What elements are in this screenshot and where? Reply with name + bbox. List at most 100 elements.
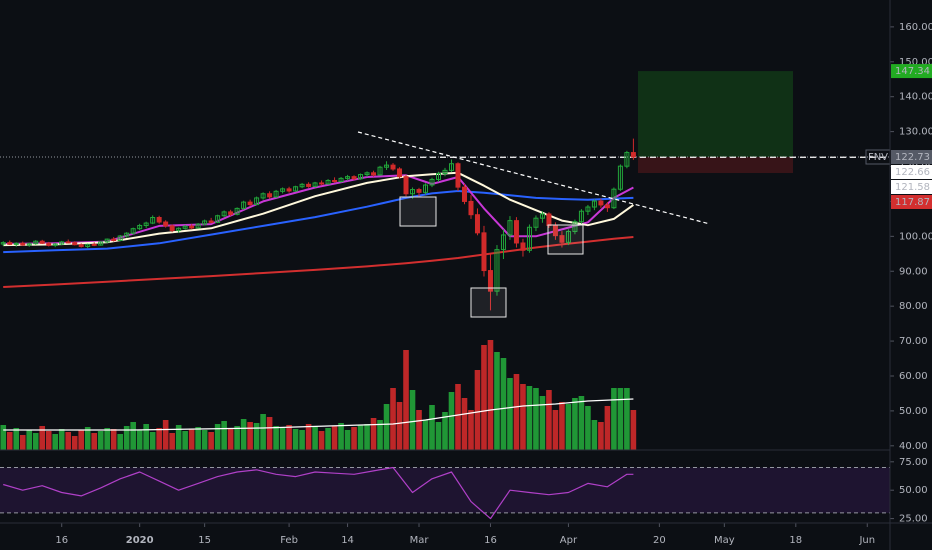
- candle-body: [241, 201, 247, 209]
- candle-body: [137, 225, 143, 230]
- volume-bar: [344, 430, 351, 450]
- volume-bar: [611, 388, 617, 450]
- candle-body: [397, 168, 403, 178]
- candle-body: [273, 190, 279, 198]
- volume-bar: [578, 396, 585, 450]
- volume-bar: [383, 404, 390, 450]
- volume-bar: [409, 390, 416, 450]
- candle-body: [228, 211, 234, 215]
- volume-bar: [286, 425, 292, 450]
- y-tick-label: 90.00: [899, 266, 928, 277]
- y-tick-label: 150.00: [899, 57, 932, 68]
- candle-body: [468, 200, 474, 216]
- volume-bar: [617, 388, 624, 450]
- y-tick-label: 80.00: [899, 301, 928, 312]
- volume-bar: [71, 436, 78, 450]
- volume-bar: [474, 370, 481, 450]
- x-tick-label: Apr: [560, 535, 578, 546]
- candle-body: [52, 243, 58, 246]
- candle-body: [91, 243, 97, 246]
- candle-body: [215, 215, 221, 223]
- badge-bg: [891, 64, 932, 79]
- volume-bar: [273, 426, 279, 450]
- candle-body: [72, 242, 78, 246]
- candle-body: [143, 222, 149, 227]
- volume-bar: [585, 406, 591, 450]
- candle-body: [182, 225, 188, 229]
- candle-body: [189, 225, 195, 229]
- candle-body: [104, 238, 110, 243]
- candle-body: [429, 178, 435, 186]
- candle-body: [455, 163, 461, 188]
- candle-body: [286, 188, 292, 192]
- candle-body: [111, 238, 117, 242]
- candle-body: [345, 176, 351, 179]
- candle-body: [474, 214, 480, 234]
- volume-bar: [494, 352, 500, 450]
- volume-bar: [559, 402, 565, 450]
- highlight-box: [399, 196, 437, 227]
- volume-bar: [552, 410, 559, 450]
- badge-label: 147.34: [895, 66, 930, 77]
- volume-bar: [6, 432, 13, 450]
- candle-body: [598, 200, 604, 206]
- volume-bar: [546, 390, 552, 450]
- volume-bar: [442, 412, 448, 450]
- volume-bar: [110, 429, 117, 450]
- rsi-tick-label: 75.00: [899, 457, 928, 468]
- volume-bar: [84, 427, 91, 450]
- candle-body: [124, 232, 130, 237]
- candle-body: [539, 213, 545, 219]
- candle-body: [572, 221, 578, 232]
- volume-ma: [3, 398, 634, 431]
- volume-bar: [13, 428, 20, 450]
- candle-body: [423, 184, 429, 193]
- candle-body: [319, 182, 325, 185]
- candle-body: [46, 242, 52, 246]
- volume-bar: [325, 428, 331, 450]
- candle-body: [39, 240, 45, 244]
- candle-body: [7, 242, 13, 245]
- symbol-label: FNV: [868, 152, 888, 163]
- x-tick-label: Mar: [410, 535, 430, 546]
- badge-label: 117.87: [895, 197, 930, 208]
- volume-bar: [253, 423, 260, 450]
- moving-average: [3, 171, 634, 247]
- volume-bar: [572, 398, 578, 450]
- volume-bar: [357, 425, 364, 450]
- rsi-band: [0, 467, 890, 513]
- badge-bg: [891, 149, 932, 164]
- trend-line: [357, 131, 711, 225]
- candle-body: [500, 234, 506, 251]
- volume-bar: [396, 402, 403, 450]
- candle-body: [267, 193, 273, 198]
- badge-bg: [891, 164, 932, 179]
- volume-bar: [266, 417, 273, 450]
- candle-body: [202, 220, 208, 225]
- volume-bar: [0, 425, 7, 450]
- volume-bar: [26, 430, 33, 450]
- volume-bar: [78, 430, 85, 450]
- candle-body: [65, 241, 71, 244]
- candle-body: [221, 211, 227, 217]
- candle-body: [578, 210, 584, 223]
- volume-bar: [208, 432, 214, 450]
- candle-body: [0, 242, 6, 245]
- volume-bar: [604, 406, 611, 450]
- moving-average: [3, 174, 634, 245]
- candle-body: [351, 176, 357, 180]
- volume-bar: [448, 392, 455, 450]
- candle-body: [247, 201, 253, 206]
- target-zone: [638, 71, 793, 157]
- candle-body: [461, 186, 467, 202]
- candle-body: [20, 242, 26, 246]
- candles: [0, 138, 636, 311]
- volume-bar: [214, 424, 221, 450]
- price-badge: 117.87: [891, 194, 932, 209]
- volume-bar: [429, 405, 435, 450]
- volume-bar: [520, 384, 526, 450]
- candle-body: [416, 189, 422, 193]
- candle-body: [117, 235, 123, 242]
- badge-bg: [891, 194, 932, 209]
